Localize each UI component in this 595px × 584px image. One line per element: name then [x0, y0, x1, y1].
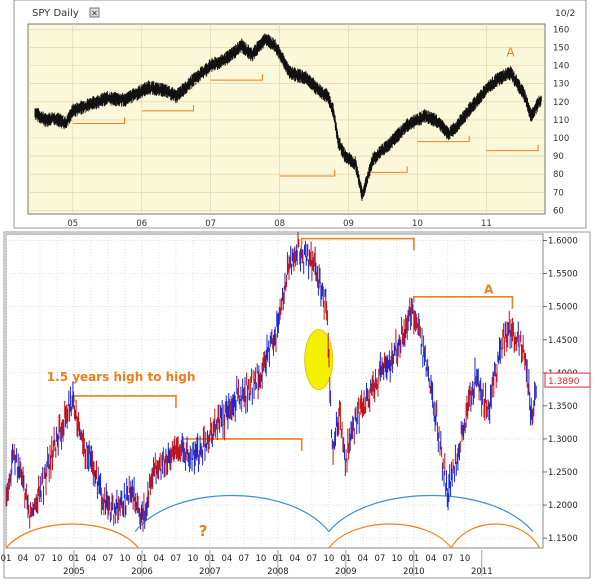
current-value-box — [544, 372, 591, 388]
bottom-month-label: 10 — [391, 554, 402, 564]
bottom-year-label: 2007 — [199, 567, 221, 577]
bottom-y-tick-label: 1.3000 — [548, 435, 578, 445]
top-y-tick-label: 160 — [553, 25, 569, 35]
top-annotation: A — [506, 46, 515, 60]
bottom-month-label: 04 — [425, 554, 436, 564]
top-x-tick-label: 08 — [274, 219, 285, 229]
bottom-year-label: 2009 — [335, 567, 357, 577]
bottom-month-label: 07 — [35, 554, 46, 564]
top-annotations: A — [506, 46, 515, 60]
top-y-tick-label: 100 — [553, 134, 569, 144]
bottom-month-label: 07 — [171, 554, 182, 564]
top-y-tick-label: 90 — [553, 152, 564, 162]
cycle-arcs — [5, 494, 541, 549]
ratio-chart: 1.15001.20001.25001.30001.35001.40001.45… — [1, 231, 591, 579]
bottom-month-label: 07 — [374, 554, 385, 564]
bottom-year-label: 2008 — [267, 567, 289, 577]
bottom-month-label: 07 — [306, 554, 317, 564]
top-y-tick-label: 140 — [553, 62, 569, 72]
top-orange-level — [486, 144, 539, 152]
bottom-year-label: 2010 — [403, 567, 425, 577]
bottom-y-tick-label: 1.4500 — [548, 336, 578, 346]
top-y-tick-label: 60 — [553, 206, 564, 216]
top-orange-level — [141, 104, 194, 112]
orange-cycle-arc — [328, 523, 452, 549]
question-annotation: ? — [199, 522, 208, 540]
bottom-annotation: 1.5 years high to high — [47, 370, 196, 384]
bottom-month-label: 10 — [255, 554, 266, 564]
current-value-group: 1.3890 — [544, 372, 591, 388]
highlight-ellipse — [304, 329, 334, 391]
top-orange-level — [72, 117, 126, 125]
bottom-month-label: 04 — [289, 554, 300, 564]
top-price-series — [34, 33, 542, 201]
spy-daily-chart: SPY Daily ✕ 10/2 60 70 80 90 100 110 120 130 140… — [13, 0, 587, 229]
bottom-month-label: 01 — [1, 554, 12, 564]
top-orange-level — [417, 135, 470, 143]
top-orange-level — [210, 74, 263, 81]
highlight-ellipse-group — [304, 329, 334, 391]
top-x-tick-label: 11 — [481, 219, 492, 229]
top-y-tick-label: 150 — [553, 44, 569, 54]
bottom-bars-down — [6, 231, 536, 532]
bottom-month-label: 10 — [323, 554, 334, 564]
bottom-month-label: 04 — [18, 554, 29, 564]
bottom-y-tick-label: 1.2000 — [548, 501, 578, 511]
top-x-tick-label: 10 — [412, 219, 423, 229]
top-x-tick-label: 07 — [205, 219, 216, 229]
top-price-bars — [34, 33, 542, 201]
bottom-annotation: A — [484, 282, 494, 296]
bottom-y-tick-label: 1.5000 — [548, 303, 578, 313]
blue-cycle-arc — [328, 494, 534, 532]
top-orange-level — [369, 166, 408, 173]
top-x-tick-label: 06 — [136, 219, 147, 229]
bottom-month-label: 10 — [459, 554, 470, 564]
blue-cycle-arc — [134, 494, 330, 532]
top-orange-level — [279, 170, 336, 177]
close-icon-glyph[interactable]: ✕ — [91, 9, 98, 18]
bottom-y-tick-label: 1.2500 — [548, 468, 578, 478]
bottom-month-label: 04 — [357, 554, 368, 564]
bottom-orange-level — [300, 237, 415, 251]
bottom-orange-level — [413, 296, 514, 309]
bottom-month-label: 04 — [154, 554, 165, 564]
bottom-month-label: 10 — [188, 554, 199, 564]
bottom-plot-area — [5, 233, 544, 549]
bottom-bars-up — [5, 240, 537, 530]
bottom-year-label: 2006 — [131, 567, 153, 577]
bottom-month-label: 10 — [120, 554, 131, 564]
top-corner-label: 10/2 — [555, 9, 575, 19]
top-y-tick-label: 130 — [553, 80, 569, 90]
bottom-month-label: 10 — [52, 554, 63, 564]
close-icon[interactable] — [89, 7, 100, 18]
bottom-year-label: 2011 — [471, 567, 493, 577]
bottom-month-label: 07 — [238, 554, 249, 564]
bottom-y-tick-label: 1.1500 — [548, 534, 578, 544]
bottom-month-label: 04 — [86, 554, 97, 564]
bottom-month-label: 07 — [442, 554, 453, 564]
top-y-tick-label: 70 — [553, 188, 564, 198]
top-axes: 60 70 80 90 100 110 120 130 140 150 160 05 06 07 08 09 1… — [67, 25, 569, 229]
bottom-y-tick-label: 1.5500 — [548, 270, 578, 280]
top-y-tick-label: 110 — [553, 116, 569, 126]
orange-cycle-arc — [450, 523, 541, 549]
bottom-y-tick-label: 1.3500 — [548, 402, 578, 412]
top-grid — [28, 24, 545, 214]
bottom-month-label: 04 — [222, 554, 233, 564]
orange-cycle-arc — [5, 523, 140, 549]
bottom-price-series — [5, 231, 537, 532]
top-y-tick-label: 120 — [553, 98, 569, 108]
bottom-annotations: 1.5 years high to high A? — [47, 282, 494, 540]
bottom-month-label: 07 — [103, 554, 114, 564]
top-orange-levels — [72, 74, 539, 177]
bottom-year-label: 2005 — [63, 567, 85, 577]
top-y-tick-label: 80 — [553, 170, 564, 180]
current-value-label: 1.3890 — [548, 377, 580, 387]
top-chart-title: SPY Daily — [32, 8, 79, 19]
top-x-tick-label: 05 — [67, 219, 78, 229]
top-x-tick-label: 09 — [343, 219, 354, 229]
bottom-y-tick-label: 1.6000 — [548, 237, 578, 247]
